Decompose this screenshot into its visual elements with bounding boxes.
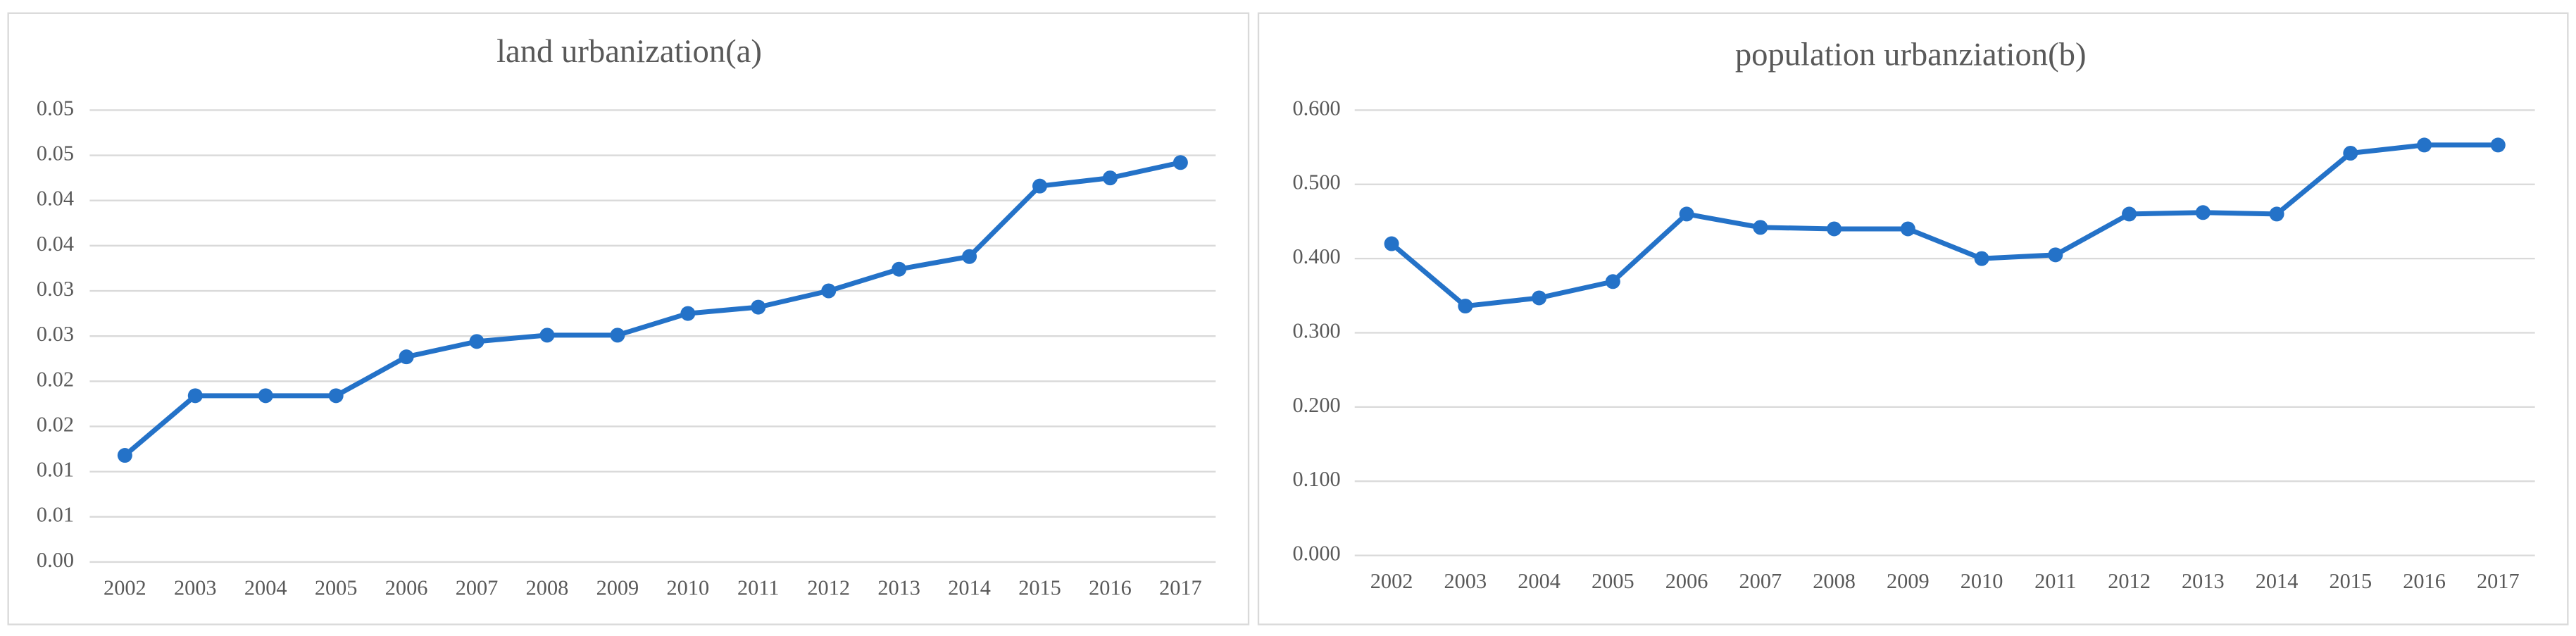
data-point <box>2269 206 2284 222</box>
data-point <box>469 334 484 349</box>
x-tick-label: 2003 <box>174 576 217 600</box>
x-tick-label: 2009 <box>1887 569 1930 593</box>
x-tick-label: 2013 <box>877 576 920 600</box>
y-tick-label: 0.00 <box>37 548 74 572</box>
y-tick-label: 0.03 <box>37 322 74 346</box>
data-point <box>1532 290 1547 306</box>
data-point <box>1032 178 1048 194</box>
data-point <box>328 388 344 404</box>
data-point <box>821 283 837 299</box>
data-point <box>1384 236 1399 251</box>
data-point <box>2417 137 2432 153</box>
x-tick-label: 2005 <box>1592 569 1634 593</box>
data-point <box>610 328 625 343</box>
data-point <box>2490 137 2506 153</box>
data-point <box>1458 299 1473 314</box>
y-tick-label: 0.200 <box>1292 393 1340 417</box>
data-point <box>2122 206 2137 222</box>
data-point <box>2195 205 2211 220</box>
x-tick-label: 2017 <box>2477 569 2520 593</box>
y-tick-label: 0.400 <box>1292 244 1340 268</box>
data-point <box>680 306 696 321</box>
x-tick-label: 2014 <box>2256 569 2299 593</box>
y-tick-label: 0.500 <box>1292 170 1340 194</box>
y-tick-label: 0.05 <box>37 141 74 165</box>
data-point <box>1605 274 1620 289</box>
y-tick-label: 0.000 <box>1292 542 1340 566</box>
x-tick-label: 2007 <box>1739 569 1782 593</box>
panel-border <box>1257 12 2569 625</box>
y-tick-label: 0.04 <box>37 232 74 256</box>
data-point <box>1827 221 1842 237</box>
x-tick-label: 2010 <box>1961 569 2003 593</box>
y-tick-label: 0.100 <box>1292 467 1340 491</box>
data-point <box>399 349 414 365</box>
data-point <box>1900 221 1915 237</box>
y-tick-label: 0.02 <box>37 367 74 391</box>
x-tick-label: 2006 <box>385 576 428 600</box>
x-tick-label: 2010 <box>667 576 710 600</box>
x-tick-label: 2016 <box>2403 569 2446 593</box>
y-tick-label: 0.600 <box>1292 96 1340 120</box>
x-tick-label: 2012 <box>2108 569 2151 593</box>
x-tick-label: 2002 <box>1370 569 1413 593</box>
data-point <box>1679 206 1694 222</box>
x-tick-label: 2011 <box>737 576 780 600</box>
data-line <box>1389 142 2499 309</box>
x-tick-label: 2012 <box>807 576 850 600</box>
x-tick-label: 2016 <box>1089 576 1132 600</box>
data-point <box>2048 247 2063 263</box>
y-tick-label: 0.03 <box>37 277 74 301</box>
y-tick-label: 0.01 <box>37 458 74 482</box>
data-point <box>1974 251 1989 266</box>
x-tick-label: 2015 <box>2329 569 2372 593</box>
x-tick-label: 2008 <box>1813 569 1856 593</box>
data-point <box>258 388 273 404</box>
x-tick-label: 2007 <box>456 576 499 600</box>
data-point <box>2343 146 2358 161</box>
x-tick-label: 2004 <box>244 576 287 600</box>
x-tick-label: 2009 <box>596 576 639 600</box>
data-point <box>1102 170 1118 186</box>
x-tick-label: 2008 <box>526 576 569 600</box>
data-point <box>117 448 132 463</box>
x-tick-label: 2013 <box>2182 569 2225 593</box>
y-tick-label: 0.02 <box>37 412 74 436</box>
x-tick-label: 2006 <box>1665 569 1708 593</box>
x-tick-label: 2002 <box>104 576 146 600</box>
x-tick-label: 2015 <box>1018 576 1061 600</box>
panel-border <box>7 12 1250 625</box>
data-point <box>1753 220 1768 235</box>
data-point <box>751 299 766 315</box>
x-tick-label: 2011 <box>2034 569 2077 593</box>
x-tick-label: 2003 <box>1444 569 1487 593</box>
chart-title: land urbanization(a) <box>496 33 762 70</box>
y-tick-label: 0.05 <box>37 96 74 120</box>
data-line <box>123 160 1182 458</box>
x-tick-label: 2004 <box>1518 569 1561 593</box>
x-tick-label: 2014 <box>948 576 991 600</box>
x-tick-label: 2017 <box>1159 576 1202 600</box>
y-tick-label: 0.01 <box>37 503 74 527</box>
x-tick-label: 2005 <box>315 576 358 600</box>
data-point <box>1173 155 1188 170</box>
data-point <box>962 249 977 264</box>
data-point <box>892 261 907 277</box>
data-point <box>187 388 203 404</box>
data-point <box>539 328 555 343</box>
y-tick-label: 0.300 <box>1292 318 1340 342</box>
y-tick-label: 0.04 <box>37 187 74 211</box>
chart-title: population urbanziation(b) <box>1735 36 2087 73</box>
